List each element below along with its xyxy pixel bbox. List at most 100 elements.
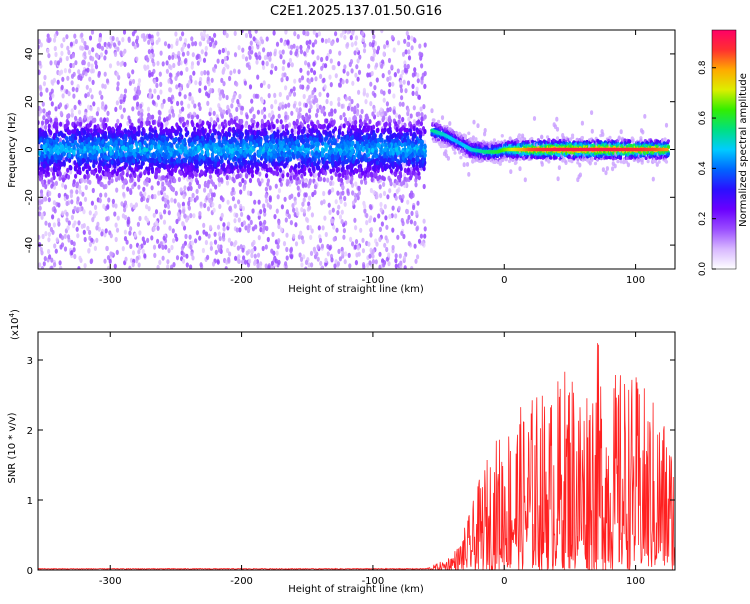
heat-cell [267, 83, 271, 89]
heat-cell [99, 117, 103, 123]
heat-cell [378, 226, 382, 232]
heat-cell [195, 188, 199, 194]
heat-cell [38, 234, 41, 240]
heat-cell [65, 55, 69, 62]
heat-cell [88, 241, 92, 248]
heat-cell [171, 228, 175, 234]
heat-cell [199, 201, 203, 207]
heat-cell [204, 45, 208, 52]
heat-cell [249, 108, 253, 114]
heat-cell [279, 132, 283, 138]
heat-cell [376, 127, 380, 133]
heat-cell [52, 77, 57, 83]
heat-cell [228, 205, 232, 211]
heat-cell [157, 37, 161, 43]
heat-cell [158, 259, 162, 265]
heat-cell [246, 227, 251, 234]
heat-cell [281, 49, 285, 55]
heat-cell [316, 244, 320, 250]
heat-cell [40, 199, 44, 205]
heat-cell [74, 60, 78, 66]
heat-cell [110, 251, 114, 257]
heat-cell [154, 220, 159, 226]
heat-cell [239, 110, 244, 116]
heat-cell [321, 225, 325, 231]
heat-cell [179, 187, 183, 193]
heat-cell [407, 116, 411, 122]
heat-cell [54, 180, 59, 186]
heat-cell [167, 96, 171, 102]
heat-cell [179, 70, 183, 76]
heat-cell [397, 114, 401, 120]
heat-cell [167, 210, 171, 216]
heat-cell [288, 194, 292, 200]
heat-cell [229, 70, 233, 76]
heat-cell [258, 181, 262, 187]
heat-cell [167, 43, 171, 49]
heat-cell [119, 139, 124, 146]
heat-cell [342, 68, 346, 74]
heat-cell [237, 45, 241, 51]
heat-cell [361, 237, 365, 243]
heat-cell [166, 264, 170, 269]
heat-cell [264, 186, 268, 192]
heat-cell [270, 110, 274, 116]
heat-cell [174, 75, 178, 81]
heat-cell [184, 126, 188, 132]
heat-cell [69, 62, 73, 69]
heat-cell [355, 158, 359, 165]
heat-cell [388, 188, 392, 194]
heat-cell [261, 245, 265, 252]
heat-cell [345, 78, 349, 84]
heat-cell [108, 258, 112, 264]
heat-cell [336, 261, 341, 267]
heat-cell [150, 194, 155, 200]
heat-cell [87, 247, 91, 254]
heat-cell [278, 167, 283, 173]
heat-cell [65, 194, 69, 200]
heat-cell [220, 121, 224, 127]
heat-cell [292, 103, 296, 109]
heat-cell [422, 104, 426, 110]
heat-cell [298, 135, 302, 141]
heat-cell [126, 168, 130, 174]
heat-cell [190, 240, 194, 246]
heat-cell [71, 62, 75, 69]
heat-cell [104, 171, 108, 177]
heat-cell [403, 38, 407, 44]
heat-cell [230, 103, 234, 109]
heat-cell [310, 212, 314, 218]
heat-cell [216, 58, 220, 64]
heat-cell [49, 95, 53, 101]
heat-cell [338, 256, 342, 262]
heat-cell [290, 62, 294, 68]
heat-cell [196, 114, 200, 120]
heat-cell [220, 113, 224, 119]
heat-cell [53, 33, 57, 39]
heat-cell [240, 105, 245, 111]
heat-cell [182, 193, 186, 200]
heat-cell [298, 101, 302, 107]
heat-cell [209, 199, 213, 205]
heat-cell [382, 97, 386, 103]
heat-cell [327, 37, 331, 44]
heat-cell [83, 114, 87, 120]
heat-cell [109, 233, 113, 239]
heat-cell [328, 209, 332, 215]
heat-cell [87, 61, 91, 67]
heat-cell [65, 200, 69, 207]
heat-cell [178, 86, 182, 92]
heat-cell [387, 252, 391, 258]
heat-cell [49, 130, 53, 136]
heat-cell [390, 64, 394, 70]
heat-cell [281, 104, 285, 110]
heat-cell [119, 50, 123, 56]
heat-cell [214, 249, 218, 255]
heat-cell [316, 55, 320, 61]
heat-cell [322, 190, 326, 197]
heat-cell [228, 112, 232, 118]
heat-cell [237, 199, 241, 205]
heat-cell [95, 111, 99, 117]
heat-cell [320, 243, 324, 249]
heat-cell [212, 207, 216, 213]
